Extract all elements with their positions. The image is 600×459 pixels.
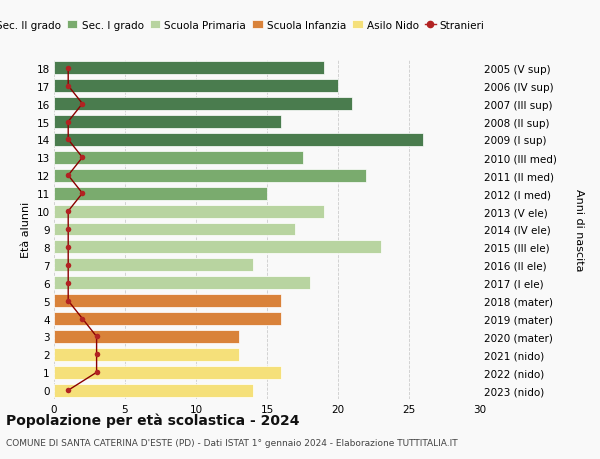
Bar bbox=[54, 384, 253, 397]
Y-axis label: Età alunni: Età alunni bbox=[21, 202, 31, 257]
Y-axis label: Anni di nascita: Anni di nascita bbox=[574, 188, 584, 271]
Bar bbox=[54, 348, 239, 361]
Bar bbox=[54, 241, 380, 254]
Bar bbox=[54, 205, 324, 218]
Bar bbox=[54, 295, 281, 308]
Bar bbox=[54, 223, 295, 236]
Bar bbox=[54, 259, 253, 272]
Bar bbox=[54, 187, 267, 200]
Bar bbox=[54, 169, 367, 182]
Text: Popolazione per età scolastica - 2024: Popolazione per età scolastica - 2024 bbox=[6, 413, 299, 428]
Legend: Sec. II grado, Sec. I grado, Scuola Primaria, Scuola Infanzia, Asilo Nido, Stran: Sec. II grado, Sec. I grado, Scuola Prim… bbox=[0, 21, 485, 31]
Bar bbox=[54, 62, 324, 75]
Bar bbox=[54, 80, 338, 93]
Bar bbox=[54, 277, 310, 290]
Bar bbox=[54, 151, 302, 164]
Bar bbox=[54, 330, 239, 343]
Bar bbox=[54, 313, 281, 325]
Bar bbox=[54, 366, 281, 379]
Text: COMUNE DI SANTA CATERINA D'ESTE (PD) - Dati ISTAT 1° gennaio 2024 - Elaborazione: COMUNE DI SANTA CATERINA D'ESTE (PD) - D… bbox=[6, 438, 458, 448]
Bar bbox=[54, 116, 281, 129]
Bar bbox=[54, 134, 423, 146]
Bar bbox=[54, 98, 352, 111]
